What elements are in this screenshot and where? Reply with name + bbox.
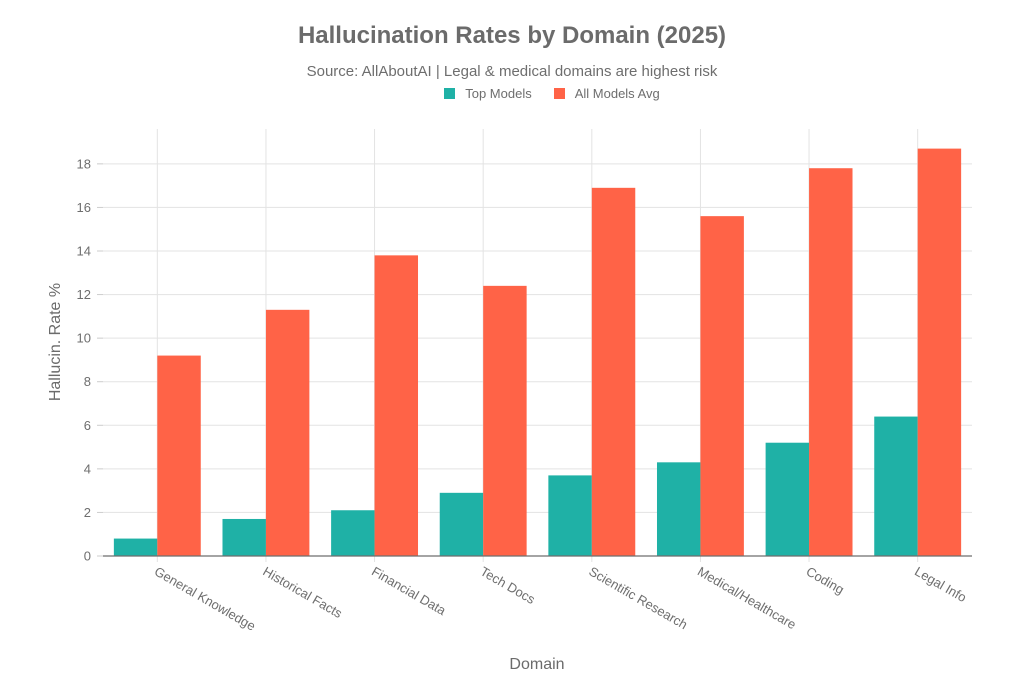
bars	[113, 148, 962, 557]
bar-all-models-avg[interactable]	[700, 216, 744, 556]
bar-all-models-avg[interactable]	[483, 285, 527, 556]
y-tick-label: 4	[84, 461, 91, 476]
bar-top-models[interactable]	[439, 492, 484, 556]
legend-swatch-top-models	[444, 88, 456, 99]
y-tick-label: 14	[77, 244, 91, 259]
bar-all-models-avg[interactable]	[265, 309, 310, 556]
y-tick-label: 10	[77, 331, 91, 346]
bar-all-models-avg[interactable]	[809, 168, 853, 556]
bar-top-models[interactable]	[331, 510, 375, 556]
bar-all-models-avg[interactable]	[374, 255, 419, 556]
legend-swatch-all-models-avg	[553, 88, 565, 99]
y-tick-label: 8	[84, 374, 91, 389]
bar-all-models-avg[interactable]	[917, 148, 962, 556]
bar-top-models[interactable]	[874, 416, 918, 556]
y-tick-label: 12	[77, 287, 91, 302]
bar-all-models-avg[interactable]	[591, 187, 636, 557]
bar-top-models[interactable]	[765, 442, 810, 556]
legend: Top Models All Models Avg	[0, 86, 1024, 101]
x-tick-label: Financial Data	[369, 564, 449, 619]
bar-top-models[interactable]	[548, 475, 592, 556]
x-tick-label: Historical Facts	[260, 564, 345, 622]
x-tick-label: Legal Info	[912, 564, 969, 606]
legend-label: All Models Avg	[574, 86, 660, 101]
legend-item-all-models-avg[interactable]: All Models Avg	[553, 86, 660, 101]
chart-subtitle: Source: AllAboutAI | Legal & medical dom…	[306, 63, 718, 80]
x-tick-label: Scientific Research	[586, 564, 690, 633]
y-tick-label: 6	[84, 418, 91, 433]
bar-top-models[interactable]	[656, 462, 701, 556]
x-tick-label: Medical/Healthcare	[695, 564, 799, 633]
legend-item-top-models[interactable]: Top Models	[444, 86, 532, 101]
chart-title: Hallucination Rates by Domain (2025)	[297, 22, 727, 49]
x-tick-label: Coding	[804, 564, 847, 598]
bar-top-models[interactable]	[222, 518, 266, 556]
x-axis-label: Domain	[509, 656, 565, 673]
x-tick-label: General Knowledge	[152, 564, 258, 634]
y-axis-label: Hallucin. Rate %	[47, 282, 64, 402]
bar-all-models-avg[interactable]	[157, 355, 201, 556]
legend-label: Top Models	[465, 86, 532, 101]
y-tick-label: 2	[84, 505, 91, 520]
x-tick-label: Tech Docs	[478, 564, 538, 608]
bar-top-models[interactable]	[113, 538, 158, 556]
y-tick-label: 18	[77, 156, 91, 171]
y-tick-label: 16	[77, 200, 91, 215]
y-tick-label: 0	[84, 549, 91, 564]
